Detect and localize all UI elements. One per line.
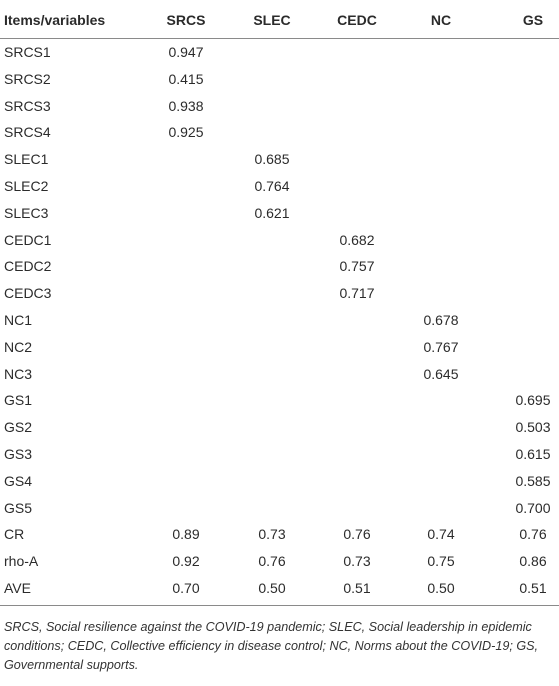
row-label: SRCS1: [4, 44, 51, 60]
table-cell: 0.615: [515, 446, 551, 462]
row-label: NC2: [4, 338, 33, 355]
table-cell: 0.757: [339, 258, 375, 275]
bottom-rule: [0, 605, 559, 606]
table-cell: 0.700: [515, 499, 551, 516]
column-header: CEDC: [337, 12, 377, 28]
row-label: GS4: [4, 472, 33, 489]
table-cell: 0.682: [339, 231, 375, 248]
table-cell: 0.645: [423, 365, 459, 382]
column-header: SLEC: [253, 12, 291, 28]
table-cell: 0.685: [254, 151, 290, 168]
table-cell: 0.51: [343, 580, 371, 596]
table-cell: 0.51: [519, 580, 547, 596]
table-cell: 0.695: [515, 392, 551, 409]
row-label: SLEC1: [4, 151, 49, 168]
table-cell: 0.76: [258, 553, 286, 570]
table-cell: 0.678: [423, 312, 459, 328]
row-label: CEDC2: [4, 258, 52, 275]
table-cell: 0.415: [168, 70, 204, 87]
row-label: NC1: [4, 312, 33, 328]
table-cell: 0.947: [168, 44, 204, 60]
row-label: CEDC3: [4, 285, 52, 302]
row-label: SRCS2: [4, 70, 51, 87]
table-cell: 0.86: [519, 553, 547, 570]
column-header: NC: [430, 12, 452, 28]
table-cell: 0.73: [343, 553, 371, 570]
row-label: GS3: [4, 446, 33, 462]
row-label: CR: [4, 526, 25, 543]
table-cell: 0.621: [254, 204, 290, 221]
row-label: GS5: [4, 499, 33, 516]
table-cell: 0.767: [423, 338, 459, 355]
table-cell: 0.89: [172, 526, 200, 543]
row-label: SRCS4: [4, 124, 51, 141]
table-cell: 0.74: [427, 526, 455, 543]
header-rule: [0, 38, 559, 39]
table-cell: 0.50: [427, 580, 455, 596]
column-header: GS: [522, 12, 544, 28]
row-label: NC3: [4, 365, 33, 382]
footnote: SRCS, Social resilience against the COVI…: [4, 620, 539, 672]
row-label: GS1: [4, 392, 33, 409]
table-cell: 0.76: [519, 526, 547, 543]
row-label: CEDC1: [4, 231, 52, 248]
table-cell: 0.717: [339, 285, 375, 302]
table-cell: 0.503: [515, 419, 551, 436]
table-cell: 0.585: [515, 472, 551, 489]
table-cell: 0.73: [258, 526, 286, 543]
row-label: AVE: [4, 580, 31, 596]
table-cell: 0.75: [427, 553, 455, 570]
row-label: rho-A: [4, 553, 39, 570]
table-cell: 0.764: [254, 178, 290, 194]
table-cell: 0.50: [258, 580, 286, 596]
table-cell: 0.92: [172, 553, 200, 570]
row-label: GS2: [4, 419, 33, 436]
table-cell: 0.76: [343, 526, 371, 543]
table-cell: 0.938: [168, 97, 204, 114]
row-label: SRCS3: [4, 97, 51, 114]
row-label: SLEC3: [4, 204, 49, 221]
table-cell: 0.70: [172, 580, 200, 596]
table-cell: 0.925: [168, 124, 204, 141]
column-header: SRCS: [166, 12, 206, 28]
column-header: Items/variables: [4, 12, 106, 28]
row-label: SLEC2: [4, 178, 49, 194]
